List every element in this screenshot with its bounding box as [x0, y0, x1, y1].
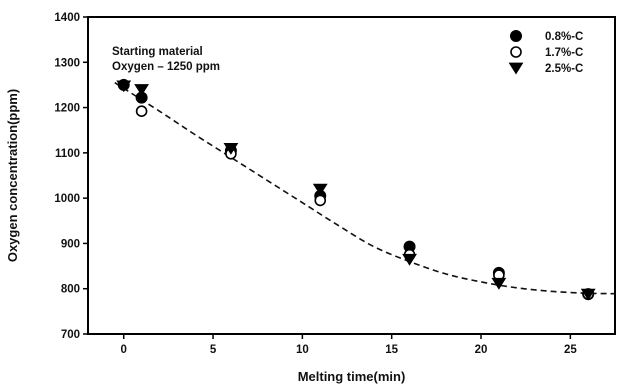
legend-item: 0.8%-C — [510, 30, 583, 43]
y-tick-label: 1300 — [54, 57, 80, 69]
x-tick-label: 25 — [564, 344, 577, 356]
y-tick-label: 700 — [61, 329, 80, 341]
data-points — [116, 78, 596, 301]
y-tick-label: 1400 — [54, 12, 80, 24]
x-tick-label: 0 — [121, 344, 127, 356]
annotation-line: Oxygen – 1250 ppm — [112, 61, 220, 73]
legend-marker — [510, 46, 522, 58]
data-point — [491, 277, 507, 290]
legend: 0.8%-C 1.7%-C 2.5%-C — [508, 30, 583, 75]
x-tick-label: 10 — [296, 344, 309, 356]
legend-label: 1.7%-C — [545, 47, 583, 59]
trend-line-path — [114, 81, 616, 295]
x-axis-title: Melting time(min) — [298, 369, 406, 384]
legend-item: 2.5%-C — [508, 62, 583, 75]
axes: 0 5 10 15 20 25 700 800 900 1000 1100 1200 1300 1400 M… — [5, 12, 616, 384]
plot-frame — [87, 16, 616, 335]
x-tick-label: 15 — [385, 344, 398, 356]
series-0.8%-C — [117, 78, 595, 301]
legend-marker — [510, 30, 522, 42]
legend-label: 0.8%-C — [545, 31, 583, 43]
series-2.5%-C — [116, 80, 596, 301]
x-tick-label: 5 — [210, 344, 217, 356]
data-point — [116, 80, 132, 93]
data-point — [312, 183, 328, 196]
data-point — [134, 84, 149, 96]
trend-line — [114, 81, 616, 295]
annotation: Starting material Oxygen – 1250 ppm — [112, 46, 220, 73]
data-point — [402, 253, 417, 266]
x-tick-label: 20 — [475, 344, 488, 356]
y-tick-label: 900 — [61, 238, 80, 250]
y-axis-title: Oxygen concentration(ppm) — [5, 89, 20, 262]
y-tick-label: 1100 — [55, 148, 80, 160]
y-tick-label: 1200 — [54, 103, 80, 115]
series-1.7%-C — [135, 105, 595, 300]
y-tick-label: 1000 — [54, 193, 80, 205]
data-point — [314, 194, 327, 207]
annotation-line: Starting material — [112, 46, 203, 58]
data-point — [223, 142, 239, 155]
data-point — [135, 105, 148, 117]
legend-label: 2.5%-C — [545, 63, 583, 75]
legend-marker — [508, 62, 524, 75]
data-point — [580, 288, 596, 301]
y-tick-label: 800 — [61, 284, 80, 296]
legend-item: 1.7%-C — [510, 46, 583, 59]
